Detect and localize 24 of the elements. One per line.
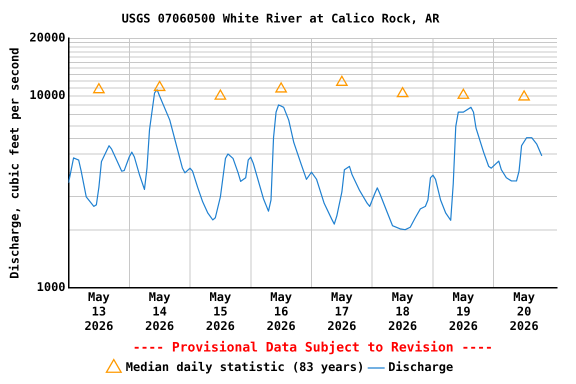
point [336,76,348,86]
x-tick-label: May 20 2026 [510,290,539,333]
x-tick-label: May 14 2026 [145,290,174,333]
chart-title: USGS 07060500 White River at Calico Rock, AR [122,11,440,26]
point [93,83,105,94]
y-tick-label: 20000 [29,30,66,45]
y-tick-label: 1000 [36,280,66,294]
x-tick-label: May 16 2026 [266,290,296,333]
point [275,82,287,93]
x-tick-label: May 17 2026 [327,290,356,333]
x-tick-label: May 15 2026 [206,290,235,333]
x-tick-label: May 18 2026 [388,290,418,333]
x-tick-label: May 13 2026 [84,290,114,333]
point [214,89,226,100]
x-tick-label: May 19 2026 [448,290,478,333]
point [458,88,470,99]
y-axis-title: Discharge, cubic feet per second [7,48,22,279]
text: ---- Provisional Data Subject to Revision ---- [132,340,493,356]
y-tick-label: 10000 [29,88,66,102]
legend-label: Median daily statistic (83 years) [126,360,364,374]
point [396,86,408,98]
legend-label: Discharge [388,360,454,374]
point [154,80,166,92]
point [518,90,530,101]
